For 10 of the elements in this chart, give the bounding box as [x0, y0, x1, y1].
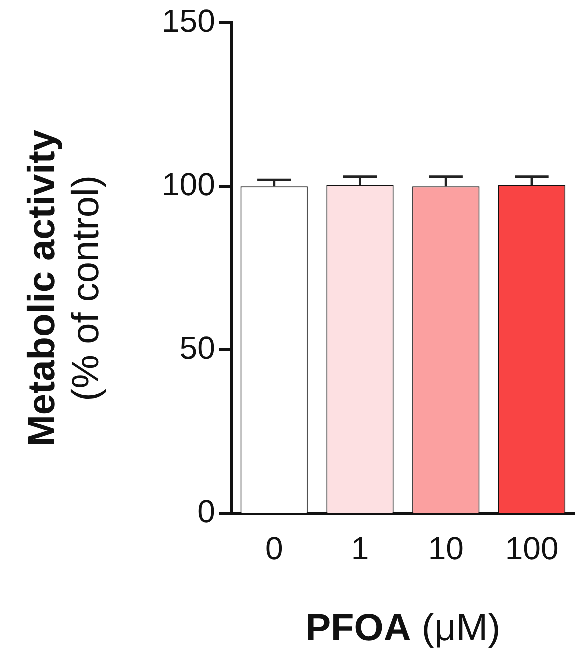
y-axis-title: Metabolic activity (% of control): [21, 130, 108, 447]
x-tick-label: 10: [428, 530, 464, 567]
y-tick-label: 0: [198, 493, 216, 530]
y-tick-label: 50: [180, 330, 216, 366]
x-tick-label: 100: [505, 530, 559, 567]
x-axis-title: PFOA (μM): [306, 607, 501, 650]
y-tick-label: 150: [162, 3, 216, 40]
x-tick-label: 0: [265, 530, 284, 567]
y-tick-label: 100: [162, 166, 216, 202]
x-tick-label: 1: [351, 530, 370, 567]
